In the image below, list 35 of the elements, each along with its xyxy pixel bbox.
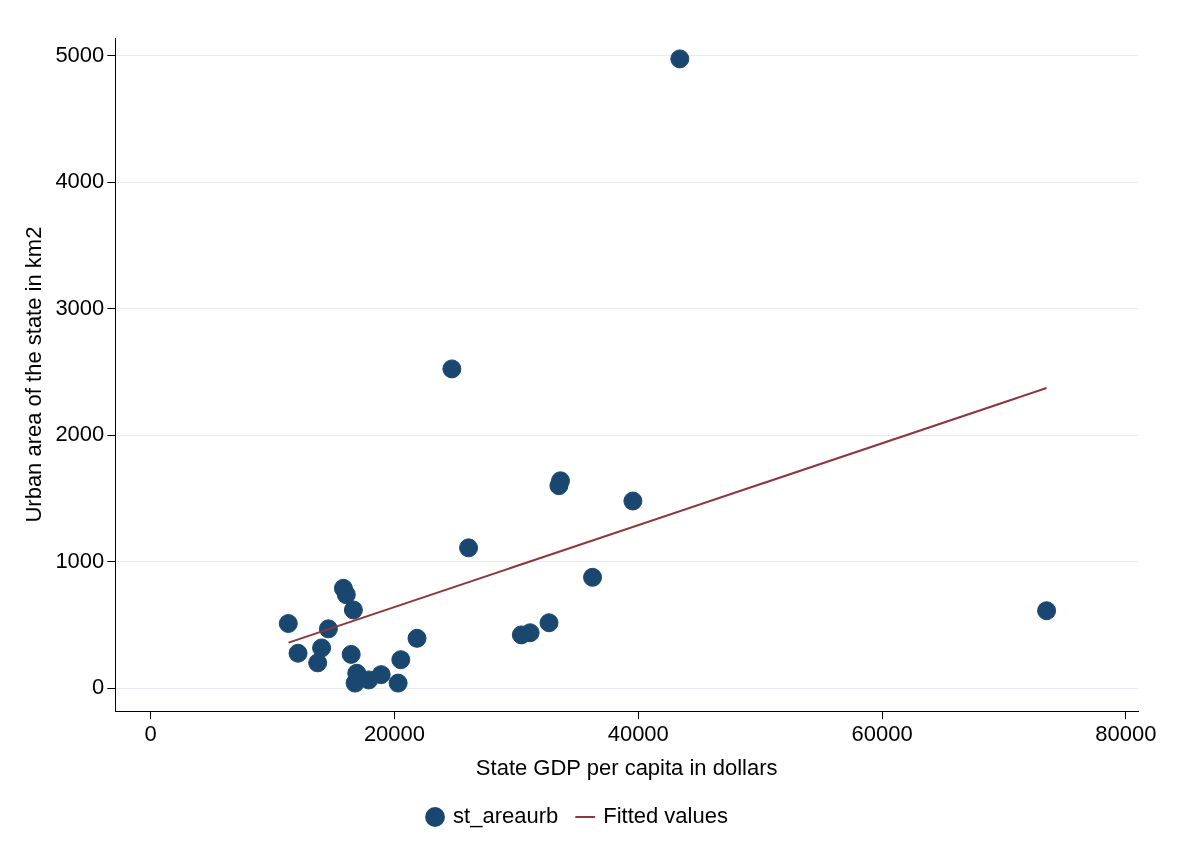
point (308, 653, 328, 673)
y-tick-label: 0 (92, 674, 105, 700)
x-tick-label: 60000 (851, 721, 913, 747)
point (341, 644, 361, 664)
point (336, 585, 356, 605)
y-tick-label: 3000 (55, 294, 105, 320)
x-tick-label: 0 (144, 721, 157, 747)
x-tick-label: 20000 (363, 721, 426, 747)
point (343, 600, 363, 620)
y-tick-label: 5000 (55, 41, 105, 67)
y-tick-label: 1000 (55, 547, 105, 573)
point (312, 638, 332, 658)
y-axis-title: Urban area of the state in km2 (21, 226, 47, 523)
legend-label: Fitted values (603, 803, 728, 829)
point (459, 538, 479, 558)
x-tick-label: 40000 (607, 721, 669, 747)
x-axis-title: State GDP per capita in dollars (475, 754, 778, 780)
point (1037, 601, 1057, 621)
point (539, 613, 559, 633)
point (442, 359, 462, 379)
point (371, 665, 391, 685)
legend-label: st_areaurb (453, 803, 559, 829)
point (407, 628, 427, 648)
y-tick-label: 2000 (55, 421, 105, 447)
point (388, 673, 408, 693)
point (670, 49, 690, 69)
point (623, 491, 643, 511)
point (583, 567, 603, 587)
x-tick-label: 80000 (1095, 721, 1157, 747)
point (549, 476, 569, 496)
point (511, 625, 531, 645)
point (391, 650, 411, 670)
y-tick-label: 4000 (55, 168, 105, 194)
point (278, 614, 298, 634)
point (288, 643, 308, 663)
